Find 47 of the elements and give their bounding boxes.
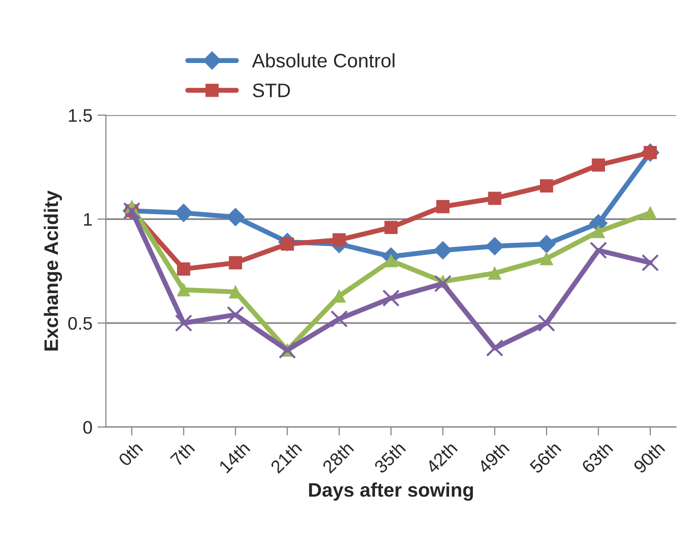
x-tick-label: 56th xyxy=(528,441,562,474)
y-tick-label: 0 xyxy=(83,420,92,434)
point xyxy=(592,224,605,238)
y-tick-label: 1.5 xyxy=(68,109,92,122)
point xyxy=(642,254,659,272)
point xyxy=(177,262,190,276)
x-tick-label: 14th xyxy=(218,441,250,474)
point xyxy=(382,289,400,307)
x-tick-label: 21th xyxy=(270,441,302,474)
point xyxy=(174,204,193,222)
point xyxy=(540,179,554,192)
point xyxy=(436,200,450,214)
legend-label: Absolute Control xyxy=(252,53,394,68)
y-tick-label: 0.5 xyxy=(68,317,92,330)
x-tick-label: 28th xyxy=(321,441,354,474)
point xyxy=(226,306,244,324)
point xyxy=(537,234,556,254)
legend-label: STD xyxy=(252,84,290,98)
point xyxy=(590,242,608,259)
x-tick-label: 63th xyxy=(580,441,614,474)
x-tick-label: 49th xyxy=(476,441,510,474)
point xyxy=(488,192,502,205)
point xyxy=(228,256,242,270)
point xyxy=(384,220,398,234)
y-tick-label: 1 xyxy=(84,213,92,226)
point xyxy=(174,314,192,332)
point xyxy=(644,206,657,220)
point xyxy=(538,314,556,332)
point xyxy=(434,274,452,292)
y-axis-title: Exchange Acidity xyxy=(44,190,62,350)
point xyxy=(330,310,348,328)
point xyxy=(226,208,245,226)
x-tick-label: 35th xyxy=(373,441,406,474)
x-tick-label: 42th xyxy=(424,441,458,474)
point xyxy=(332,233,346,247)
x-tick-label: 90th xyxy=(632,441,666,474)
point xyxy=(540,252,554,266)
point xyxy=(177,283,190,296)
point xyxy=(486,236,504,256)
point xyxy=(486,339,504,357)
point xyxy=(592,158,605,172)
point xyxy=(434,241,452,260)
x-tick-label: 7th xyxy=(169,441,196,467)
x-axis-title: Days after sowing xyxy=(309,482,473,501)
point xyxy=(384,254,398,268)
x-tick-label: 0th xyxy=(117,441,144,467)
point xyxy=(488,266,502,280)
